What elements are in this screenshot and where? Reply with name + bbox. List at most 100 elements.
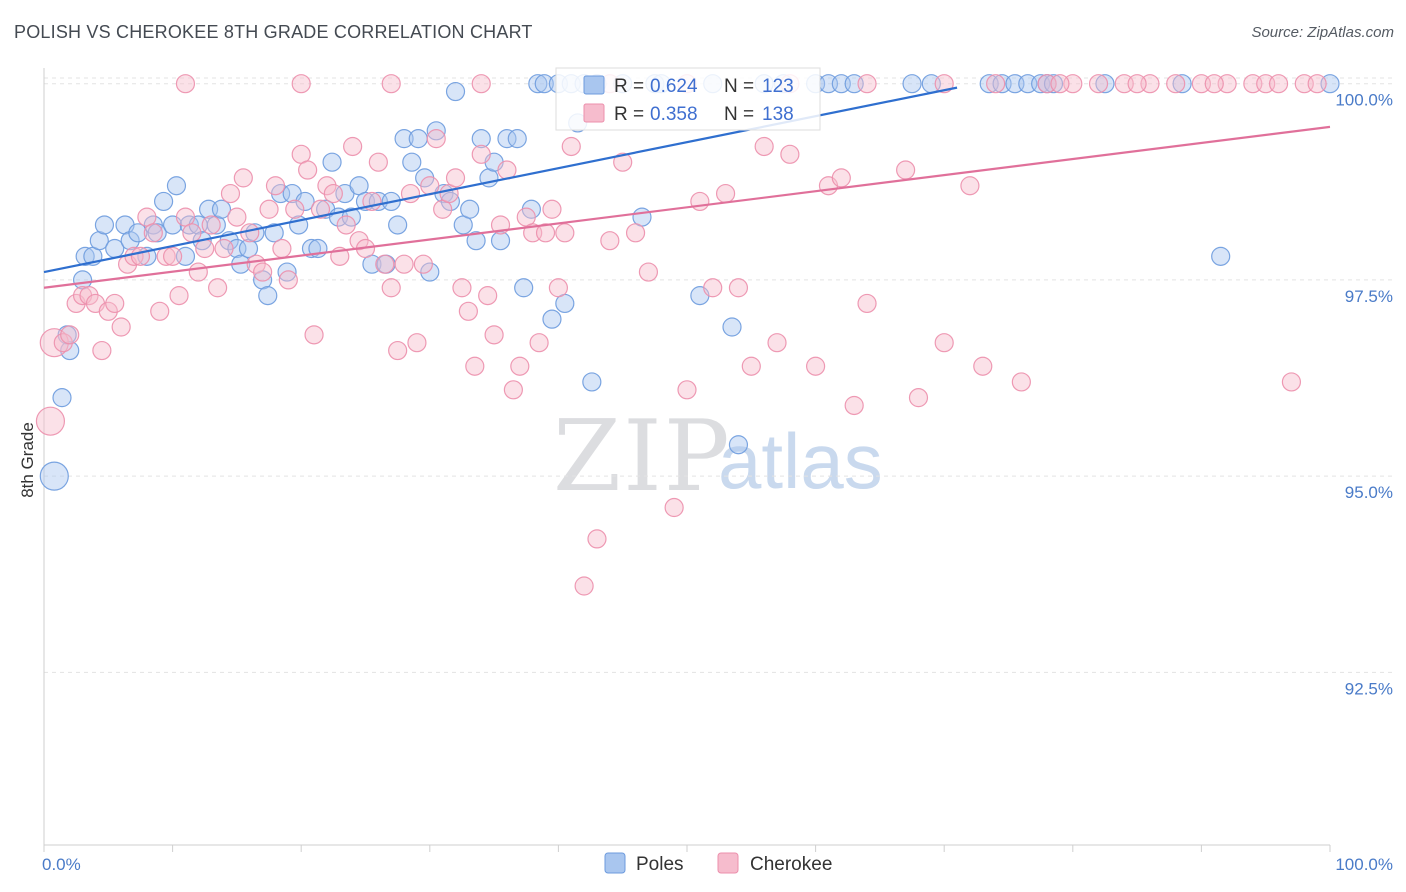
cherokee-point-89 (677, 380, 697, 400)
cherokee-point-57 (407, 333, 427, 353)
poles-point-52 (388, 215, 408, 235)
cherokee-point-107 (973, 356, 993, 376)
poles-point-1 (52, 388, 72, 408)
y-axis-label: 8th Grade (18, 422, 37, 498)
cherokee-point-42 (310, 199, 331, 219)
y-tick-labels: 92.5% 95.0% 97.5% 100.0% (1335, 91, 1393, 699)
cherokee-point-108 (1011, 372, 1031, 392)
legend-cherokee-n-label: N = (724, 104, 754, 125)
cherokee-point-47 (343, 136, 363, 157)
poles-point-25 (211, 199, 232, 219)
cherokee-point-95 (754, 136, 774, 157)
cherokee-point-29 (227, 207, 247, 227)
cherokee-point-26 (208, 278, 228, 298)
poles-point-54 (402, 152, 422, 172)
poles-point-81 (582, 372, 602, 392)
poles-point-18 (166, 176, 187, 196)
poles-point-2 (60, 340, 80, 361)
cherokee-point-97 (780, 144, 800, 164)
cherokee-point-96 (767, 333, 787, 353)
cherokee-point-119 (1268, 74, 1289, 94)
cherokee-point-68 (478, 286, 498, 306)
poles-point-105 (1043, 74, 1064, 94)
cherokee-point-88 (664, 497, 684, 518)
poles-point-71 (514, 278, 534, 298)
legend-poles-r-label: R = (614, 76, 644, 97)
poles-point-58 (426, 121, 446, 141)
poles-point-73 (528, 74, 548, 94)
cherokee-point-25 (201, 215, 221, 235)
cherokee-point-48 (349, 231, 369, 251)
poles-point-11 (120, 231, 140, 251)
cherokee-point-63 (445, 168, 466, 188)
cherokee-point-14 (130, 246, 151, 266)
x-ticks (43, 845, 1331, 852)
legend-poles-n-value: 123 (762, 76, 794, 97)
cherokee-point-134 (1127, 74, 1147, 94)
cherokee-point-130 (857, 74, 877, 94)
cherokee-point-91 (703, 278, 723, 298)
cherokee-point-10 (105, 293, 125, 314)
cherokee-point-92 (715, 183, 736, 204)
poles-point-0 (39, 461, 69, 491)
cherokee-point-123 (175, 74, 196, 94)
legend-cherokee-r-label: R = (614, 104, 644, 125)
cherokee-point-20 (169, 286, 189, 306)
watermark-zip: ZIP (553, 400, 732, 514)
x-tick-label-0: 0.0% (42, 855, 81, 874)
cherokee-point-93 (728, 278, 749, 298)
cherokee-point-65 (458, 301, 478, 321)
cherokee-point-102 (857, 293, 877, 314)
bottom-legend-cherokee: Cherokee (750, 854, 832, 875)
cherokee-point-94 (741, 356, 761, 376)
cherokee-point-19 (163, 246, 183, 266)
cherokee-point-85 (613, 152, 633, 172)
cherokee-point-55 (394, 254, 414, 274)
cherokee-point-83 (587, 529, 607, 549)
legend-poles-n-label: N = (724, 76, 754, 97)
poles-point-60 (440, 191, 460, 212)
cherokee-point-2 (53, 333, 73, 353)
cherokee-point-3 (60, 325, 80, 345)
poles-point-38 (295, 191, 315, 212)
cherokee-point-73 (510, 356, 530, 376)
cherokee-point-125 (381, 74, 401, 94)
cherokee-point-58 (413, 254, 433, 274)
poles-point-90 (728, 435, 749, 455)
cherokee-point-51 (368, 152, 388, 172)
cherokee-point-6 (79, 286, 99, 306)
cherokee-point-64 (452, 278, 472, 298)
cherokee-point-17 (150, 301, 170, 321)
cherokee-point-36 (272, 238, 292, 259)
cherokee-point-98 (805, 356, 826, 376)
poles-point-16 (153, 191, 174, 212)
watermark: ZIP atlas (553, 400, 883, 514)
cherokee-point-120 (1281, 372, 1302, 392)
cherokee-point-41 (304, 325, 324, 345)
poles-point-97 (902, 74, 922, 94)
legend-swatch-poles (583, 75, 605, 95)
poles-point-75 (542, 309, 562, 329)
trendline-cherokee (43, 125, 1331, 289)
legend-swatch-cherokee (583, 103, 605, 123)
cherokee-point-40 (298, 160, 318, 180)
cherokee-point-30 (233, 168, 253, 188)
cherokee-point-87 (638, 262, 659, 282)
cherokee-point-37 (278, 270, 298, 290)
poles-point-64 (466, 231, 486, 251)
poles-point-108 (1211, 246, 1231, 266)
poles-point-61 (445, 81, 466, 102)
y-tick-label-92.5: 92.5% (1345, 679, 1393, 698)
chart-title: POLISH VS CHEROKEE 8TH GRADE CORRELATION… (14, 22, 533, 42)
cherokee-point-101 (844, 395, 864, 416)
cherokee-point-54 (388, 340, 408, 361)
cherokee-point-44 (323, 183, 343, 204)
cherokee-point-111 (1088, 74, 1109, 94)
poles-point-65 (471, 129, 491, 149)
cherokee-point-16 (143, 223, 163, 243)
cherokee-point-11 (111, 317, 131, 337)
cherokee-point-53 (381, 278, 401, 298)
poles-point-12 (128, 223, 148, 243)
cherokee-point-103 (896, 160, 916, 180)
cherokee-point-46 (336, 215, 356, 235)
